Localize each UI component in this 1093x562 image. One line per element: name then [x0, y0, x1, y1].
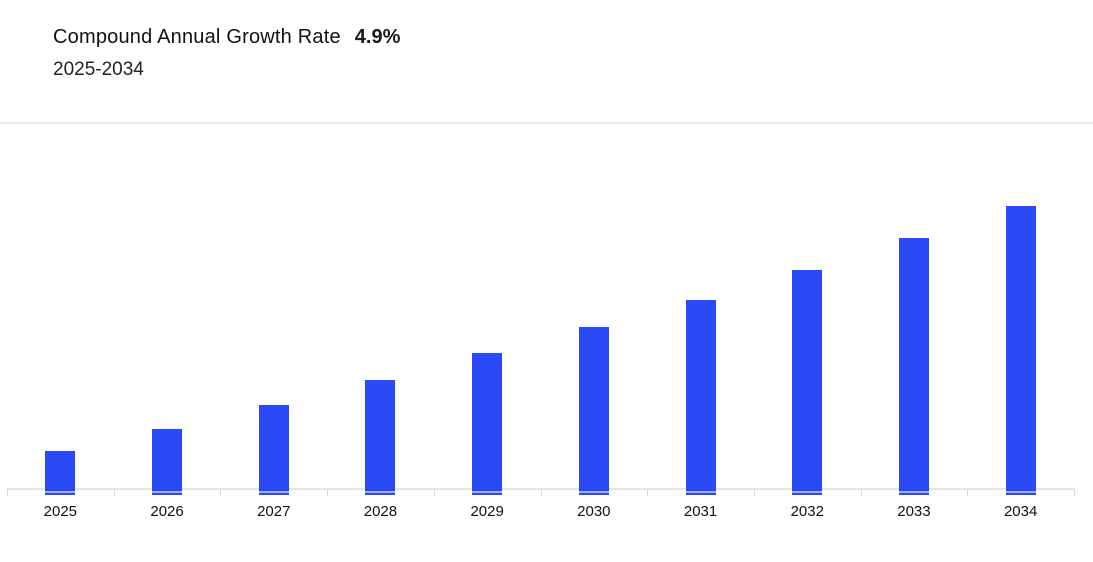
x-axis-tick	[967, 489, 969, 496]
bar-accent-stripe	[45, 490, 76, 493]
bar-accent-stripe	[152, 490, 183, 493]
x-axis-tick	[113, 489, 115, 496]
x-axis-tick	[647, 489, 649, 496]
chart-title: Compound Annual Growth Rate	[53, 26, 341, 48]
bar-accent-stripe	[898, 490, 929, 493]
header-divider	[0, 122, 1093, 124]
bar-accent-stripe	[1005, 491, 1036, 493]
bar-accent-stripe	[472, 490, 503, 493]
bar-2029[interactable]	[472, 352, 503, 495]
bar-2025[interactable]	[45, 451, 76, 495]
x-axis-label-2028: 2028	[363, 503, 398, 520]
bar-accent-stripe	[365, 490, 396, 493]
x-axis-tick	[753, 489, 755, 496]
x-axis-label-2026: 2026	[150, 503, 184, 520]
x-axis-label-2030: 2030	[577, 503, 611, 520]
x-axis-label-2031: 2031	[683, 503, 718, 520]
bar-accent-stripe	[792, 490, 823, 493]
bar-2026[interactable]	[152, 428, 183, 495]
x-axis-tick	[220, 489, 222, 496]
x-axis-tick	[540, 489, 542, 496]
bar-accent-stripe	[258, 490, 289, 493]
x-axis-label-2033: 2033	[897, 503, 931, 520]
chart-subtitle: 2025-2034	[53, 59, 144, 80]
cagr-value: 4.9%	[354, 26, 401, 48]
bar-accent-stripe	[685, 490, 716, 493]
x-axis-tick	[7, 489, 8, 496]
x-axis-tick	[1074, 489, 1075, 496]
bar-2030[interactable]	[578, 327, 609, 495]
x-axis-tick	[433, 489, 435, 496]
bar-2028[interactable]	[365, 380, 396, 495]
x-axis-tick	[327, 489, 329, 496]
bar-2032[interactable]	[792, 270, 823, 495]
chart-header: Compound Annual Growth Rate 4.9% 2025-20…	[53, 24, 400, 82]
bar-2034[interactable]	[1005, 205, 1036, 495]
bar-2033[interactable]	[898, 237, 929, 495]
bar-2031[interactable]	[685, 299, 716, 495]
x-axis-label-2025: 2025	[43, 503, 78, 520]
x-axis-tick	[860, 489, 862, 496]
chart-title-row: Compound Annual Growth Rate 4.9%	[53, 24, 400, 50]
x-axis-label-2029: 2029	[470, 503, 504, 520]
x-axis-label-2032: 2032	[790, 503, 824, 520]
x-axis-label-2027: 2027	[257, 503, 291, 520]
x-axis-label-2034: 2034	[1003, 503, 1038, 520]
bar-accent-stripe	[578, 490, 609, 493]
bar-2027[interactable]	[258, 404, 289, 495]
